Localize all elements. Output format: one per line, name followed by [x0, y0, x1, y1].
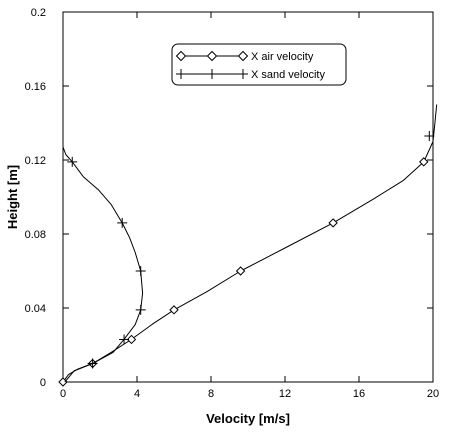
air-velocity-marker	[126, 334, 137, 345]
sand-velocity-marker	[119, 334, 130, 345]
y-tick-label: 0.16	[25, 81, 46, 93]
sand-velocity-line	[62, 146, 144, 383]
y-tick-label: 0.04	[25, 303, 46, 315]
x-tick-label: 0	[60, 388, 66, 400]
legend-plus-marker	[207, 69, 217, 79]
legend-diamond-marker	[175, 50, 187, 62]
legend-label-air: X air velocity	[251, 51, 314, 63]
sand-velocity-marker	[135, 304, 146, 315]
x-tick-labels: 0 4 8 12 16 20	[60, 388, 439, 400]
air-velocity-marker	[419, 157, 429, 167]
series-group	[58, 104, 438, 387]
legend-diamond-marker	[206, 50, 218, 62]
y-tick-label: 0.2	[31, 7, 46, 19]
air-velocity-marker	[169, 305, 179, 315]
sand-velocity-marker	[117, 217, 128, 228]
air-velocity-marker	[58, 377, 68, 387]
x-tick-label: 8	[208, 388, 214, 400]
legend: X air velocity X sand velocity	[171, 43, 347, 86]
y-tick-label: 0	[40, 377, 46, 389]
y-tick-labels: 0 0.04 0.08 0.12 0.16 0.2	[25, 7, 46, 389]
sand-velocity-marker	[135, 266, 146, 276]
x-tick-label: 12	[279, 388, 291, 400]
plot-frame	[62, 11, 434, 383]
air-velocity-marker	[328, 218, 338, 228]
sand-velocity-marker	[87, 358, 98, 369]
y-tick-label: 0.08	[25, 229, 46, 241]
x-axis-label: Velocity [m/s]	[206, 411, 290, 426]
legend-plus-marker	[176, 69, 186, 79]
x-tick-label: 4	[134, 388, 140, 400]
legend-plus-marker	[238, 69, 248, 79]
y-axis-label: Height [m]	[5, 165, 20, 229]
legend-entry-sand: X sand velocity	[176, 69, 325, 81]
x-tick-label: 20	[427, 388, 439, 400]
air-velocity-marker	[235, 266, 246, 276]
y-tick-label: 0.12	[25, 155, 46, 167]
sand-velocity-marker	[67, 156, 78, 167]
legend-label-sand: X sand velocity	[251, 69, 325, 81]
x-tick-label: 16	[353, 388, 365, 400]
air-velocity-line	[62, 104, 438, 383]
sand-velocity-marker	[424, 130, 435, 141]
legend-entry-air: X air velocity	[175, 50, 314, 63]
legend-diamond-marker	[237, 50, 249, 62]
legend-box	[171, 43, 347, 86]
